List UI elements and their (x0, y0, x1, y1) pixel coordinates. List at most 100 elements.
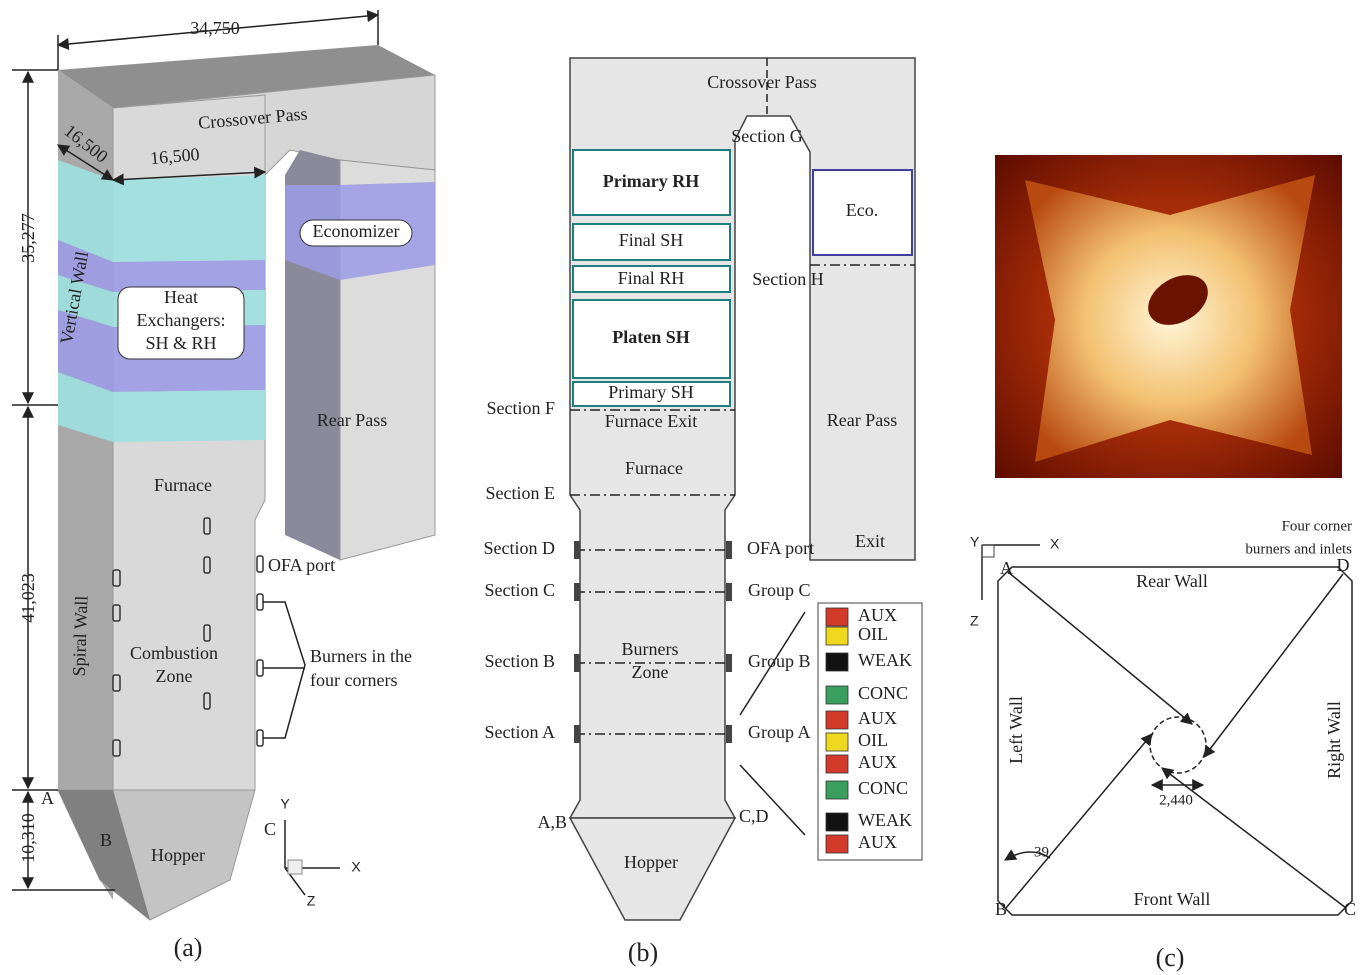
axis-label: X (1050, 536, 1060, 552)
legend-label: AUX (858, 605, 897, 625)
panel-b: Crossover Pass Section G Primary RH Fina… (484, 58, 923, 967)
label: Burners (622, 639, 679, 659)
section-label: Section A (485, 722, 556, 742)
label: 39 (1034, 844, 1049, 860)
panel-c: Y X Z Four corner burners and inlets Rea… (970, 155, 1356, 972)
shape (257, 730, 263, 746)
label: four corners (310, 670, 397, 690)
legend-label: OIL (858, 730, 888, 750)
shape (257, 594, 263, 610)
legend-swatch (826, 781, 848, 799)
label: Front Wall (1134, 889, 1211, 909)
legend-swatch (826, 686, 848, 704)
legend-swatch (826, 733, 848, 751)
jet (1008, 572, 1192, 724)
legend-swatch (826, 755, 848, 773)
label: Hopper (151, 845, 205, 865)
point-label: B (995, 899, 1007, 919)
legend-swatch (826, 627, 848, 645)
shape (726, 725, 732, 743)
shape (257, 660, 263, 676)
label: Combustion (130, 643, 218, 663)
label: OFA port (747, 538, 814, 558)
label: Rear Wall (1136, 571, 1208, 591)
label: Zone (156, 666, 193, 686)
furnace-section (998, 567, 1352, 915)
group-label: Group B (748, 651, 811, 671)
figure: 34,750 16,500 16,500 35,277 41,023 10,31… (0, 0, 1370, 975)
point-label: A (41, 788, 54, 808)
label: Eco. (846, 200, 878, 220)
legend-label: WEAK (858, 810, 912, 830)
section-label: Section B (485, 651, 556, 671)
axis-label: Y (970, 534, 980, 550)
label: Platen SH (612, 327, 690, 347)
label: Section H (752, 269, 824, 289)
label: Burners in the (310, 646, 412, 666)
label: Rear Pass (827, 410, 898, 430)
label: Rear Pass (317, 410, 388, 430)
section-label: Section D (484, 538, 556, 558)
label: Economizer (313, 221, 400, 241)
label: Four corner (1282, 518, 1352, 534)
dimension: 34,750 (190, 18, 240, 38)
shape (257, 556, 263, 572)
legend-swatch (826, 608, 848, 626)
group-label: Group A (748, 722, 811, 742)
dimension: 41,023 (18, 573, 38, 623)
dimension: 35,277 (18, 213, 38, 263)
legend-label: AUX (858, 832, 897, 852)
caption: (a) (174, 933, 203, 962)
label: Section G (731, 126, 803, 146)
label: Exit (855, 531, 885, 551)
caption: (b) (628, 938, 658, 967)
label: Final RH (618, 268, 685, 288)
label: Right Wall (1324, 701, 1344, 779)
label: Furnace Exit (605, 411, 697, 431)
label: 2,440 (1159, 792, 1193, 808)
label: Heat (164, 287, 198, 307)
point-label: C (1344, 899, 1356, 919)
shape (726, 583, 732, 601)
label: Primary RH (603, 171, 699, 191)
legend-label: WEAK (858, 650, 912, 670)
section-label: Section F (486, 398, 555, 418)
axis (285, 820, 340, 895)
point-label: B (100, 830, 112, 850)
label: Primary SH (608, 382, 694, 402)
label: Final SH (619, 230, 684, 250)
swirl-circle (1150, 717, 1206, 773)
axis-label: Z (307, 893, 316, 909)
legend-swatch (826, 813, 848, 831)
axis-label: X (351, 859, 361, 875)
label: Hopper (624, 852, 678, 872)
section-label: Section E (486, 483, 556, 503)
label: Furnace (154, 475, 212, 495)
axis-label: Y (280, 796, 290, 812)
shape (574, 541, 580, 559)
label: Zone (632, 662, 669, 682)
burner-brace (263, 602, 305, 738)
jet (1204, 574, 1343, 757)
legend-label: CONC (858, 683, 908, 703)
shape (288, 860, 302, 874)
point-label: C,D (739, 806, 769, 826)
caption: (c) (1156, 943, 1185, 972)
shape (726, 541, 732, 559)
label: Exchangers: (137, 310, 226, 330)
jet (1006, 734, 1152, 908)
label: Furnace (625, 458, 683, 478)
shape (574, 583, 580, 601)
shape (982, 545, 994, 557)
legend-label: CONC (858, 778, 908, 798)
dimension: 10,310 (18, 813, 38, 863)
legend-swatch (826, 653, 848, 671)
point-label: C (264, 819, 276, 839)
point-label: A (1000, 558, 1013, 578)
group-label: Group C (748, 580, 811, 600)
legend-label: AUX (858, 708, 897, 728)
legend-label: OIL (858, 624, 888, 644)
point-label: A,B (537, 812, 567, 832)
